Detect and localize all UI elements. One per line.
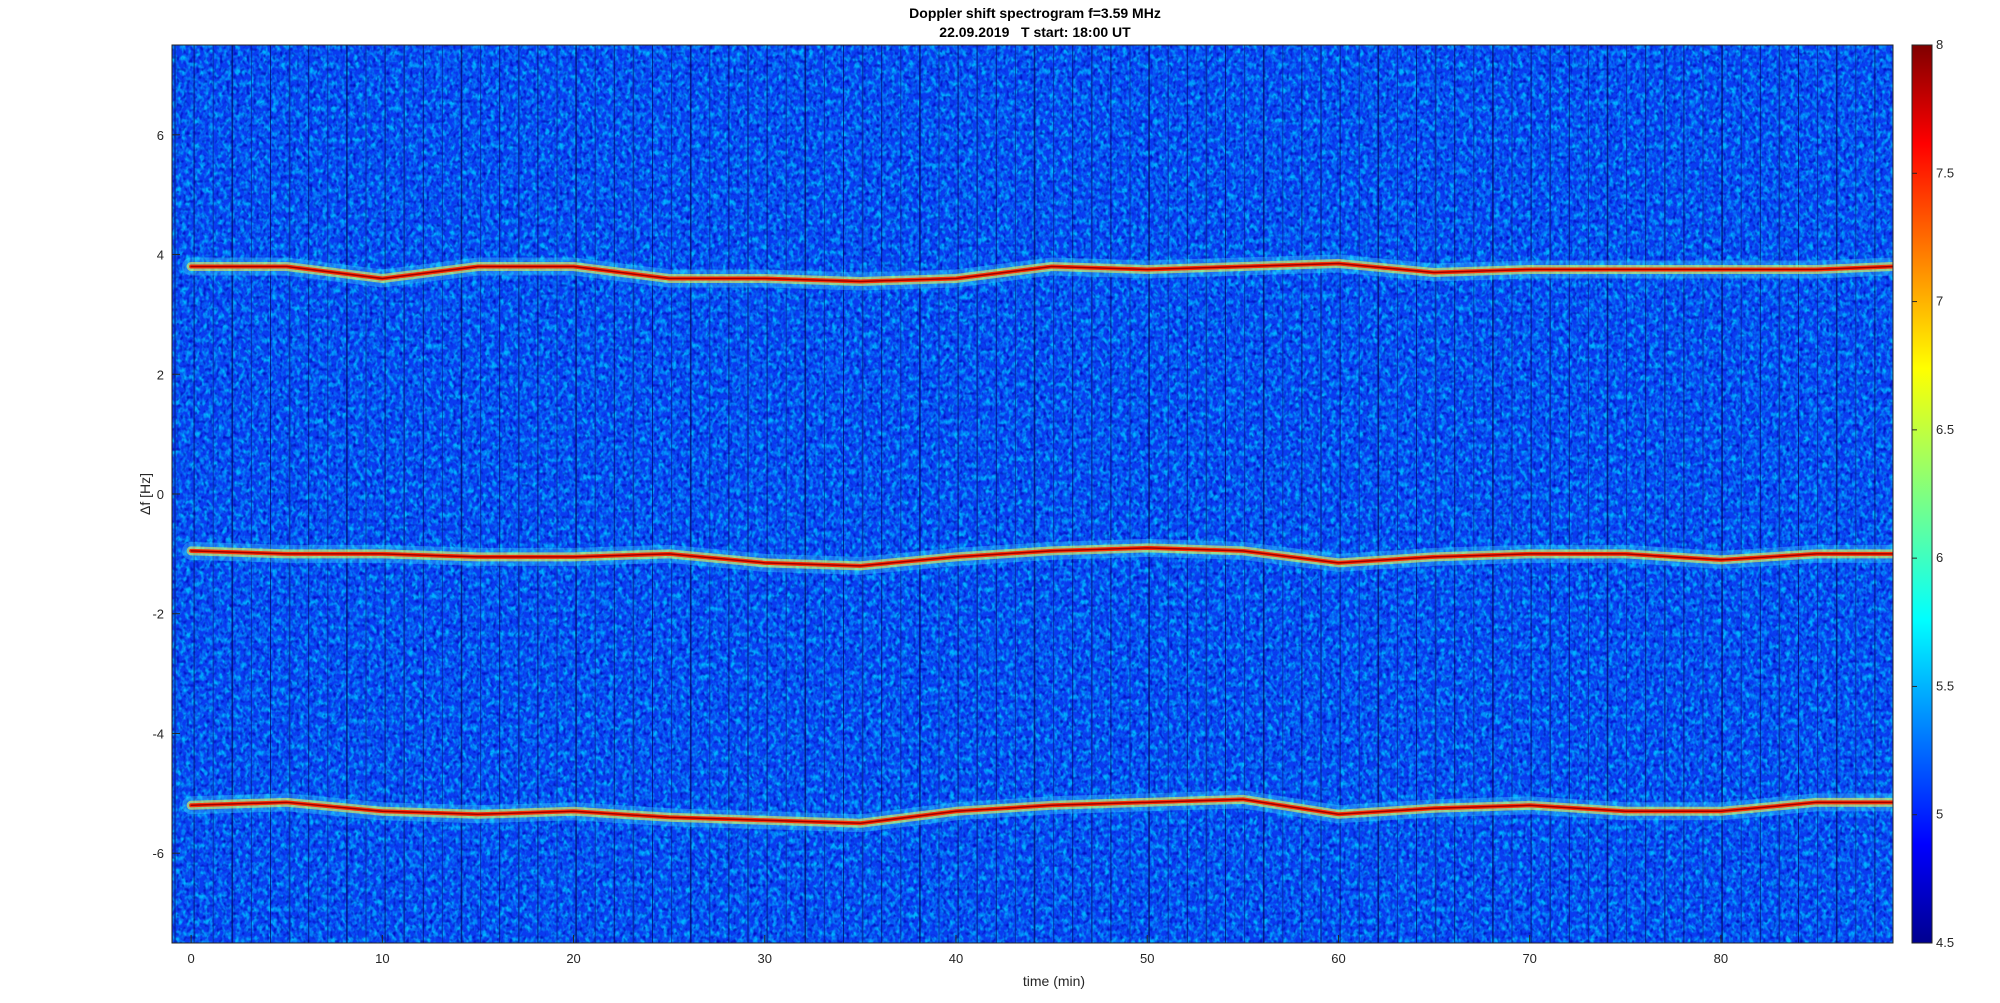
x-axis-label: time (min) xyxy=(1023,973,1085,989)
colorbar-tick-label: 4.5 xyxy=(1936,935,1954,950)
y-axis-label: Δf [Hz] xyxy=(137,473,153,515)
doppler-trace-1 xyxy=(190,262,1893,283)
colorbar-ticks: 4.5 5 5.5 6 6.5 7 7.5 8 xyxy=(1912,37,1954,950)
y-tick-label: 4 xyxy=(157,248,164,263)
x-tick-label: 60 xyxy=(1331,951,1345,966)
y-tick-label: -6 xyxy=(152,846,164,861)
colorbar: 4.5 5 5.5 6 6.5 7 7.5 8 xyxy=(1911,37,1954,950)
chart-subtitle: 22.09.2019 T start: 18:00 UT xyxy=(939,24,1131,40)
y-tick-label: 0 xyxy=(157,487,164,502)
doppler-traces xyxy=(182,254,1893,833)
x-tick-label: 0 xyxy=(188,951,195,966)
x-tick-label: 20 xyxy=(566,951,580,966)
time-stripes xyxy=(174,45,1876,943)
y-tick-label: -2 xyxy=(152,607,164,622)
colorbar-tick-label: 8 xyxy=(1936,37,1943,52)
colorbar-tick-label: 6 xyxy=(1936,550,1943,565)
x-tick-label: 80 xyxy=(1714,951,1728,966)
y-tick-label: 6 xyxy=(157,128,164,143)
colorbar-tick-label: 7.5 xyxy=(1936,165,1954,180)
y-tick-label: 2 xyxy=(157,367,164,382)
x-tick-label: 10 xyxy=(375,951,389,966)
spectrogram-noise-dark xyxy=(172,45,1893,943)
x-tick-label: 70 xyxy=(1522,951,1536,966)
colorbar-tick-label: 5 xyxy=(1936,807,1943,822)
colorbar-tick-label: 5.5 xyxy=(1936,678,1954,693)
y-tick-label: -4 xyxy=(152,726,164,741)
colorbar-gradient xyxy=(1911,44,1933,944)
doppler-trace-3 xyxy=(190,798,1893,825)
plot-area xyxy=(172,45,1893,943)
chart-title: Doppler shift spectrogram f=3.59 MHz xyxy=(909,5,1161,21)
x-tick-label: 40 xyxy=(949,951,963,966)
doppler-trace-2 xyxy=(190,547,1893,567)
colorbar-tick-label: 6.5 xyxy=(1936,422,1954,437)
y-axis: -6 -4 -2 0 2 4 6 xyxy=(152,128,180,861)
x-axis: 0 10 20 30 40 50 60 70 80 xyxy=(188,935,1728,966)
x-tick-label: 50 xyxy=(1140,951,1154,966)
x-tick-label: 30 xyxy=(758,951,772,966)
colorbar-tick-label: 7 xyxy=(1936,294,1943,309)
